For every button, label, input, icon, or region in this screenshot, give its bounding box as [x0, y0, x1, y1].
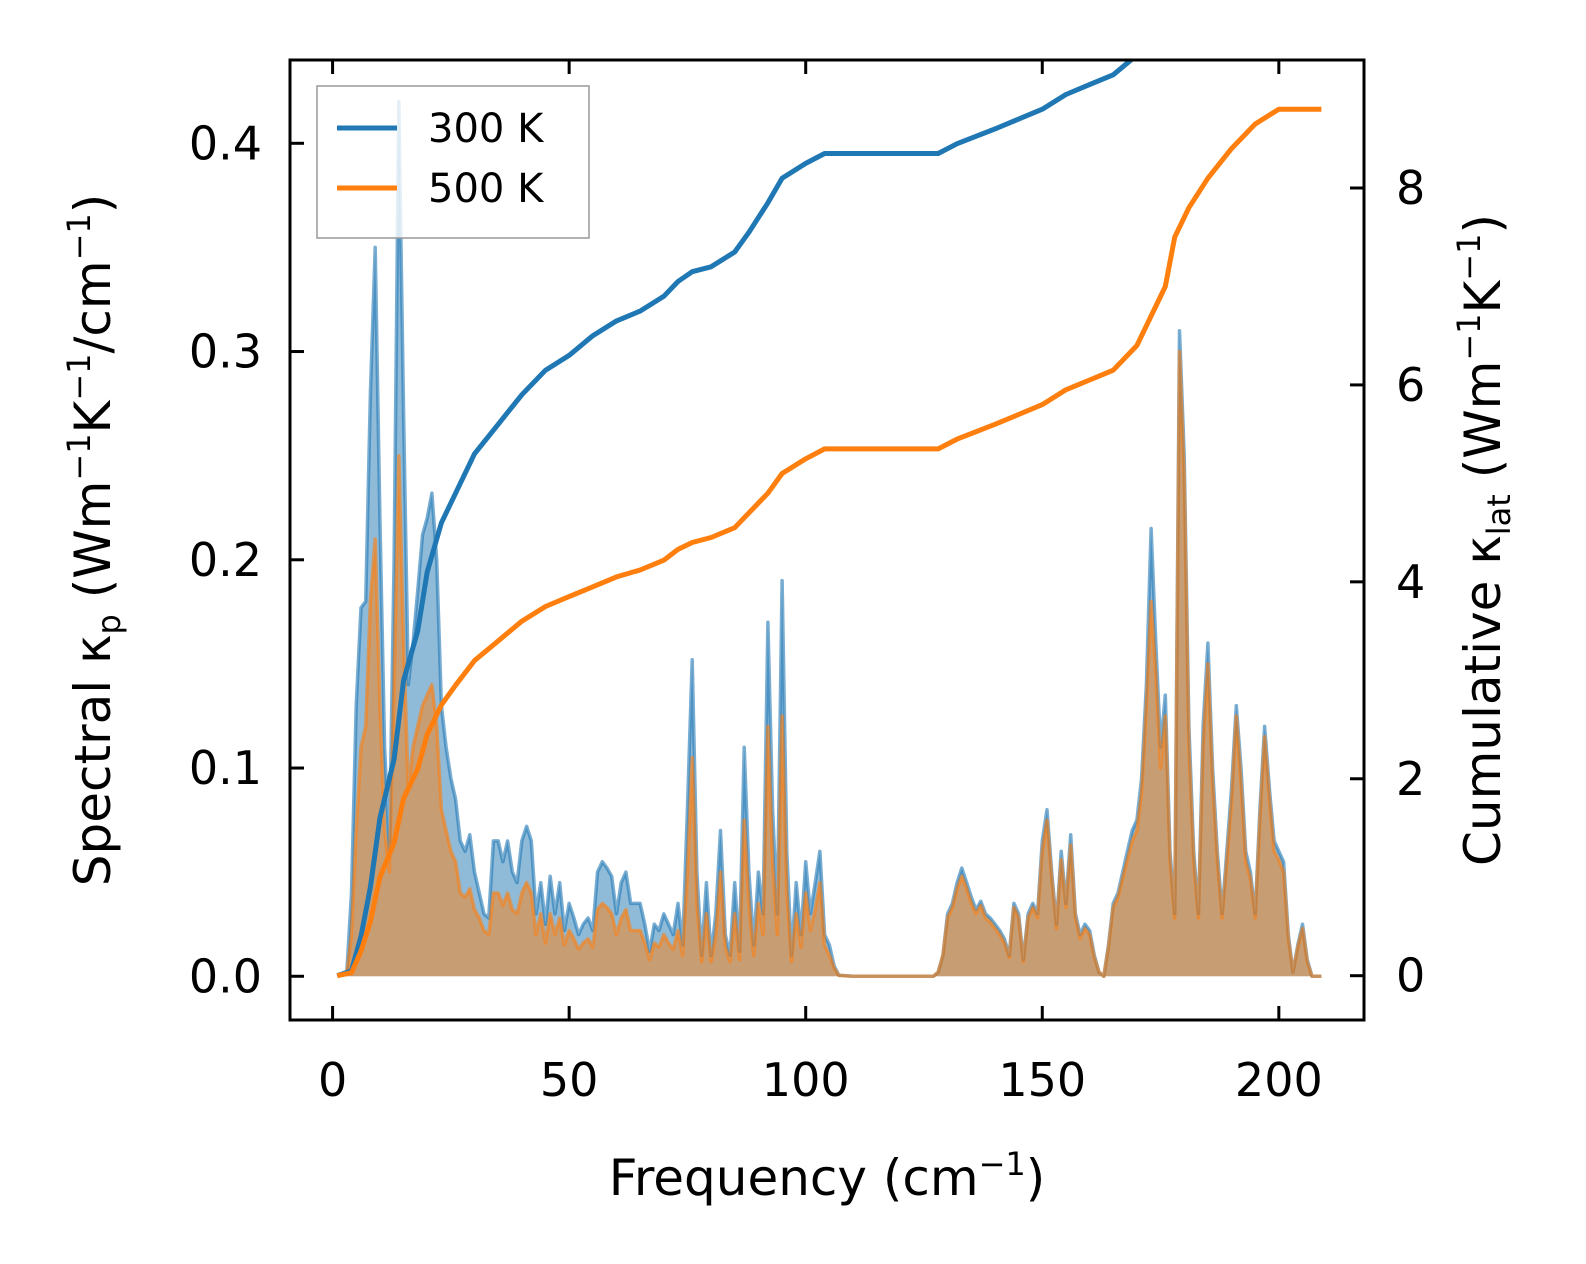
legend-label-300k: 300 K [428, 106, 545, 152]
x-tick-label: 150 [998, 1053, 1086, 1107]
y-right-tick-label: 8 [1396, 161, 1425, 215]
x-tick-label: 200 [1235, 1053, 1323, 1107]
ticks: 0 50 100 150 200 0.0 0.1 0.2 0.3 0.4 0 2 4 6 8 [189, 60, 1425, 1107]
y-left-tick-label: 0.4 [189, 116, 262, 170]
y-left-tick-label: 0.2 [189, 533, 262, 587]
y-right-tick-label: 0 [1396, 949, 1425, 1003]
cumulative-line-500k [336, 106, 1322, 979]
y-left-tick-label: 0.3 [189, 325, 262, 379]
x-tick-label: 0 [318, 1053, 347, 1107]
axes-frame [288, 58, 1366, 1022]
cumulative-line-300k [336, 60, 1135, 979]
legend-label-500k: 500 K [428, 166, 545, 212]
legend-box [316, 85, 590, 239]
plot-area [336, 60, 1322, 979]
x-tick-label: 50 [540, 1053, 599, 1107]
y-left-tick-label: 0.0 [189, 949, 262, 1003]
y-axis-right-title: Cumulative κlat (Wm−1K−1) [1450, 214, 1518, 866]
legend: 300 K 500 K [316, 85, 590, 239]
y-right-tick-label: 2 [1396, 752, 1425, 806]
y-right-tick-label: 6 [1396, 358, 1425, 412]
spectral-line-500k [336, 349, 1322, 979]
y-right-tick-label: 4 [1396, 555, 1425, 609]
y-left-tick-label: 0.1 [189, 741, 262, 795]
x-tick-label: 100 [762, 1053, 850, 1107]
y-axis-left-title: Spectral κp (Wm−1K−1/cm−1) [60, 194, 128, 887]
x-axis-title: Frequency (cm−1) [609, 1145, 1046, 1207]
